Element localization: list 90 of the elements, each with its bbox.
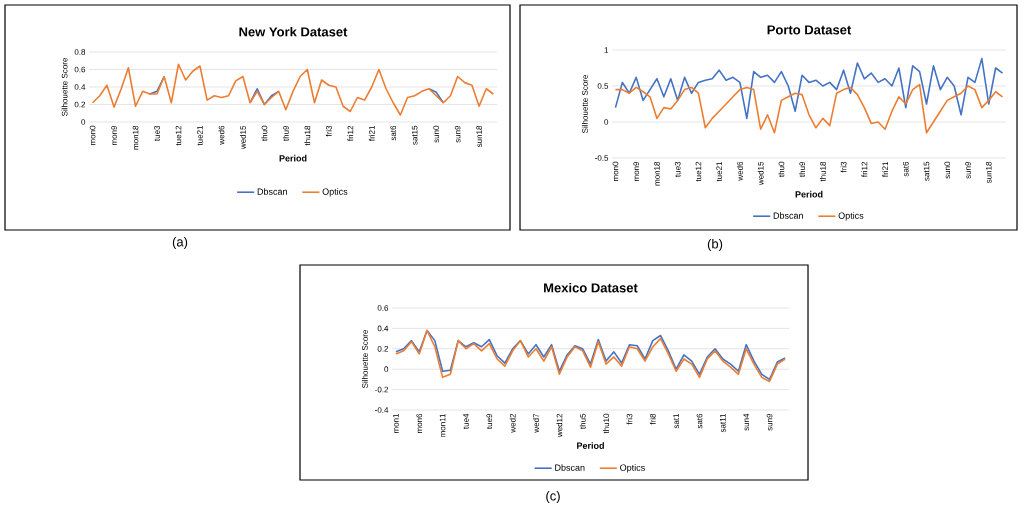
text: (b) [707,238,723,252]
y-tick-label: 0 [384,366,389,373]
y-tick-label: 0.6 [74,66,86,73]
y-tick-label: -0.5 [595,155,609,161]
x-tick-label: fri21 [368,125,375,141]
x-tick-label: mon18 [132,125,139,150]
y-axis-title: Silhouette Score [581,75,588,133]
y-tick-label: 0 [81,119,86,125]
x-tick-label: wed12 [556,413,563,438]
x-tick-label: sun9 [454,125,461,143]
x-tick-label: sun4 [743,413,749,431]
x-axis-title: Period [795,190,823,198]
x-tick-label: thu9 [282,125,289,141]
text: (c) [546,490,560,504]
x-tick-label: mon1 [393,413,399,434]
y-tick-label: 0.4 [74,84,86,90]
x-tick-label: mon9 [633,161,640,182]
x-tick-label: sat6 [902,161,909,177]
x-tick-label: fri12 [861,161,868,177]
x-tick-label: thu9 [799,161,806,177]
x-tick-label: fri8 [649,413,656,425]
y-tick-label: -0.4 [375,407,389,413]
line-series [614,57,1004,120]
y-tick-label: 0.5 [597,83,609,89]
x-tick-label: sat15 [923,161,930,181]
legend-label: Optics [322,188,348,197]
x-tick-label: mon6 [416,413,423,434]
x-tick-label: wed2 [509,413,516,433]
x-tick-label: fri21 [882,161,888,177]
x-tick-label: mon0 [612,161,619,182]
legend-label: Dbscan [257,188,287,195]
y-tick-label: 0.2 [377,345,389,352]
x-tick-label: tue3 [154,125,160,141]
chart-title: New York Dataset [239,26,348,37]
y-tick-label: 0.2 [74,101,86,108]
x-tick-label: tue21 [716,161,722,182]
x-tick-label: mon9 [111,125,117,146]
x-tick-label: wed7 [533,413,539,433]
x-tick-label: mon11 [439,413,446,437]
x-tick-label: mon0 [89,125,96,146]
x-tick-label: tue9 [486,413,493,429]
y-tick-label: 0.6 [377,305,389,311]
x-tick-label: sun0 [944,161,951,179]
x-tick-label: wed6 [218,125,225,145]
x-tick-label: thu5 [579,413,586,429]
x-axis-title: Period [279,154,307,162]
legend-label: Dbscan [773,212,803,219]
legend-label: Optics [620,464,645,473]
chart-title: Mexico Dataset [544,282,638,293]
x-axis-title: Period [577,442,604,449]
x-tick-label: wed15 [757,161,764,186]
legend-label: Optics [838,212,864,221]
x-tick-label: sat11 [720,413,726,433]
x-tick-label: sat15 [411,125,418,145]
x-tick-label: mon18 [654,161,660,186]
x-tick-label: tue12 [695,161,702,182]
x-tick-label: fri3 [840,161,847,173]
x-tick-label: tue4 [463,413,469,429]
x-tick-label: sat6 [390,125,397,141]
x-tick-label: tue12 [175,125,182,146]
y-tick-label: -0.2 [375,386,389,393]
x-tick-label: thu10 [603,413,610,434]
x-tick-label: fri3 [325,125,332,137]
y-tick-label: 1 [604,47,609,53]
x-tick-label: sun9 [965,161,971,179]
chart-title: Porto Dataset [767,25,852,35]
x-tick-label: sun0 [433,125,439,143]
x-tick-label: wed6 [736,161,743,181]
line-series [91,63,495,116]
x-tick-label: sat6 [696,413,703,429]
x-tick-label: wed15 [239,125,246,150]
x-tick-label: fri3 [626,413,633,425]
x-tick-label: tue3 [674,161,681,177]
y-tick-label: 0 [604,119,609,125]
y-axis-title: Silhouette Score [361,330,368,388]
y-tick-label: 0.8 [74,49,86,55]
x-tick-label: fri12 [347,125,354,141]
x-tick-label: sat1 [673,413,679,429]
x-tick-label: tue21 [197,125,203,146]
text: (a) [172,236,188,250]
y-tick-label: 0.4 [377,325,389,332]
x-tick-label: sun9 [766,413,773,431]
x-tick-label: thu18 [304,125,311,146]
x-tick-label: sun18 [476,125,482,148]
x-tick-label: thu0 [778,161,785,177]
x-tick-label: thu0 [261,125,268,141]
y-axis-title: Silhouette Score [61,58,68,116]
legend-label: Dbscan [555,464,585,471]
x-tick-label: sun18 [985,161,992,184]
x-tick-label: thu18 [819,161,826,182]
